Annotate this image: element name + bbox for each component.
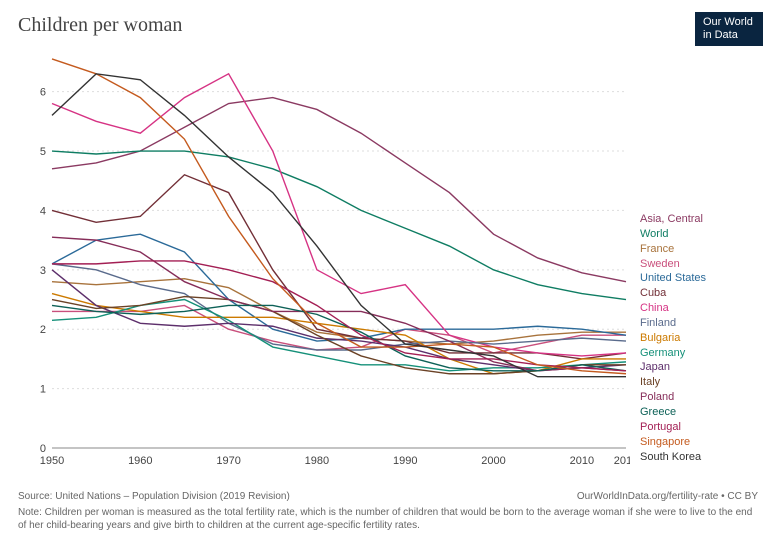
- legend-item: Italy: [640, 375, 706, 390]
- line-chart: 0 1 2 3 4 5 6 1950 1960 1970 1980 1990 2000 2010 2015: [30, 50, 630, 470]
- svg-text:3: 3: [40, 265, 46, 277]
- series-legend: Asia, CentralWorldFranceSwedenUnited Sta…: [640, 212, 706, 464]
- svg-text:0: 0: [40, 443, 46, 455]
- legend-item: Cuba: [640, 286, 706, 301]
- svg-text:4: 4: [40, 205, 46, 217]
- chart-footer: Source: United Nations – Population Divi…: [18, 490, 758, 533]
- footer-attribution: OurWorldInData.org/fertility-rate • CC B…: [577, 490, 758, 504]
- legend-item: United States: [640, 271, 706, 286]
- svg-text:1: 1: [40, 384, 46, 396]
- logo-line1: Our World: [703, 16, 753, 28]
- legend-item: Germany: [640, 346, 706, 361]
- svg-text:1980: 1980: [305, 455, 329, 467]
- legend-item: South Korea: [640, 450, 706, 465]
- legend-item: China: [640, 301, 706, 316]
- legend-item: Sweden: [640, 257, 706, 272]
- legend-item: Asia, Central: [640, 212, 706, 227]
- footer-note: Note: Children per woman is measured as …: [18, 504, 758, 533]
- svg-text:5: 5: [40, 146, 46, 158]
- legend-item: Finland: [640, 316, 706, 331]
- svg-text:1990: 1990: [393, 455, 417, 467]
- svg-text:2010: 2010: [570, 455, 594, 467]
- chart-title-text: Children per woman: [18, 14, 182, 36]
- legend-item: Portugal: [640, 420, 706, 435]
- svg-text:2000: 2000: [481, 455, 505, 467]
- legend-item: Singapore: [640, 435, 706, 450]
- legend-item: Japan: [640, 360, 706, 375]
- svg-text:1960: 1960: [128, 455, 152, 467]
- legend-item: World: [640, 227, 706, 242]
- svg-text:1950: 1950: [40, 455, 64, 467]
- legend-item: Greece: [640, 405, 706, 420]
- svg-text:2015: 2015: [614, 455, 630, 467]
- footer-source: Source: United Nations – Population Divi…: [18, 490, 290, 504]
- legend-item: France: [640, 242, 706, 257]
- legend-item: Poland: [640, 390, 706, 405]
- svg-text:1970: 1970: [216, 455, 240, 467]
- svg-text:2: 2: [40, 324, 46, 336]
- logo-line2: in Data: [703, 29, 738, 41]
- legend-item: Bulgaria: [640, 331, 706, 346]
- svg-text:6: 6: [40, 87, 46, 99]
- chart-title: Children per woman: [18, 14, 182, 37]
- owid-logo: Our Worldin Data: [695, 12, 763, 46]
